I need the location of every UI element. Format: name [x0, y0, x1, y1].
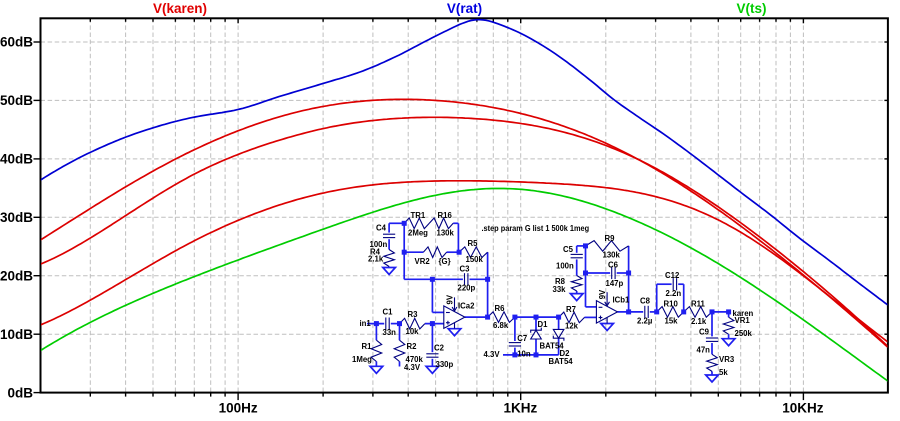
svg-text:10KHz: 10KHz	[782, 401, 824, 416]
svg-text:2.2µ: 2.2µ	[637, 316, 653, 325]
svg-text:R10: R10	[664, 300, 679, 309]
svg-text:2.1k: 2.1k	[368, 255, 384, 264]
svg-text:9V: 9V	[598, 289, 607, 299]
svg-text:30dB: 30dB	[0, 210, 33, 225]
svg-text:BAT54: BAT54	[549, 357, 574, 366]
svg-text:100Hz: 100Hz	[219, 401, 258, 416]
svg-text:10n: 10n	[517, 349, 531, 358]
svg-text:250k: 250k	[735, 329, 753, 338]
svg-text:C9: C9	[699, 327, 710, 336]
svg-text:TR1: TR1	[411, 211, 426, 220]
svg-text:in1: in1	[360, 319, 372, 328]
svg-text:130k: 130k	[437, 228, 455, 237]
svg-text:2.2n: 2.2n	[666, 289, 682, 298]
svg-text:470k: 470k	[406, 355, 424, 364]
svg-text:47n: 47n	[697, 345, 711, 354]
svg-text:C6: C6	[608, 260, 619, 269]
svg-text:V(ts): V(ts)	[737, 1, 767, 16]
svg-text:220p: 220p	[458, 284, 476, 293]
svg-text:20dB: 20dB	[0, 268, 33, 283]
svg-text:R6: R6	[495, 304, 506, 313]
svg-text:33n: 33n	[383, 328, 397, 337]
svg-text:C4: C4	[376, 224, 387, 233]
svg-text:C7: C7	[517, 334, 527, 343]
svg-text:4.3V: 4.3V	[404, 363, 421, 372]
svg-text:BAT54: BAT54	[540, 341, 565, 350]
svg-text:33k: 33k	[553, 285, 567, 294]
svg-text:2.1k: 2.1k	[691, 317, 707, 326]
svg-text:0dB: 0dB	[7, 385, 33, 400]
svg-text:R7: R7	[566, 305, 576, 314]
svg-text:330p: 330p	[436, 360, 454, 369]
svg-text:10k: 10k	[406, 327, 420, 336]
svg-text:R5: R5	[468, 239, 479, 248]
svg-text:VR2: VR2	[415, 257, 431, 266]
svg-text:karen: karen	[733, 309, 754, 318]
svg-text:40dB: 40dB	[0, 152, 33, 167]
svg-text:60dB: 60dB	[0, 35, 33, 50]
svg-text:100n: 100n	[370, 240, 388, 249]
svg-text:100n: 100n	[556, 261, 574, 270]
svg-text:R16: R16	[438, 211, 453, 220]
svg-text:.step param G list 1 500k 1me: .step param G list 1 500k 1meg	[482, 223, 590, 233]
svg-text:10dB: 10dB	[0, 327, 33, 342]
svg-text:C3: C3	[460, 265, 471, 274]
svg-text:4.3V: 4.3V	[484, 350, 501, 359]
svg-text:9V: 9V	[446, 294, 455, 304]
svg-text:1Meg: 1Meg	[352, 355, 372, 364]
svg-text:130k: 130k	[603, 250, 621, 259]
svg-text:6.8k: 6.8k	[493, 321, 509, 330]
svg-text:V(karen): V(karen)	[153, 1, 207, 16]
svg-text:R9: R9	[605, 234, 616, 243]
svg-text:R3: R3	[408, 310, 419, 319]
svg-text:R1: R1	[362, 342, 373, 351]
svg-text:VR3: VR3	[719, 355, 735, 364]
svg-text:2Meg: 2Meg	[408, 228, 428, 237]
svg-text:15k: 15k	[665, 316, 679, 325]
svg-text:V(rat): V(rat)	[447, 1, 482, 16]
svg-text:C5: C5	[563, 245, 574, 254]
svg-text:C1: C1	[383, 308, 394, 317]
svg-text:{G}: {G}	[439, 257, 451, 266]
svg-text:150k: 150k	[466, 255, 484, 264]
svg-text:C2: C2	[434, 344, 445, 353]
svg-text:D1: D1	[538, 320, 549, 329]
svg-text:C8: C8	[640, 296, 651, 305]
svg-text:VR1: VR1	[735, 316, 751, 325]
svg-text:R11: R11	[691, 300, 706, 309]
svg-text:C12: C12	[665, 271, 680, 280]
svg-text:5k: 5k	[719, 368, 728, 377]
svg-text:ICa2: ICa2	[458, 302, 475, 311]
svg-text:12k: 12k	[565, 321, 579, 330]
svg-text:1KHz: 1KHz	[504, 401, 538, 416]
svg-text:D2: D2	[560, 349, 571, 358]
svg-text:R8: R8	[555, 277, 566, 286]
svg-text:147p: 147p	[606, 279, 624, 288]
svg-text:50dB: 50dB	[0, 93, 33, 108]
svg-text:R2: R2	[407, 342, 418, 351]
svg-text:R4: R4	[370, 248, 381, 257]
svg-text:ICb1: ICb1	[613, 296, 631, 305]
